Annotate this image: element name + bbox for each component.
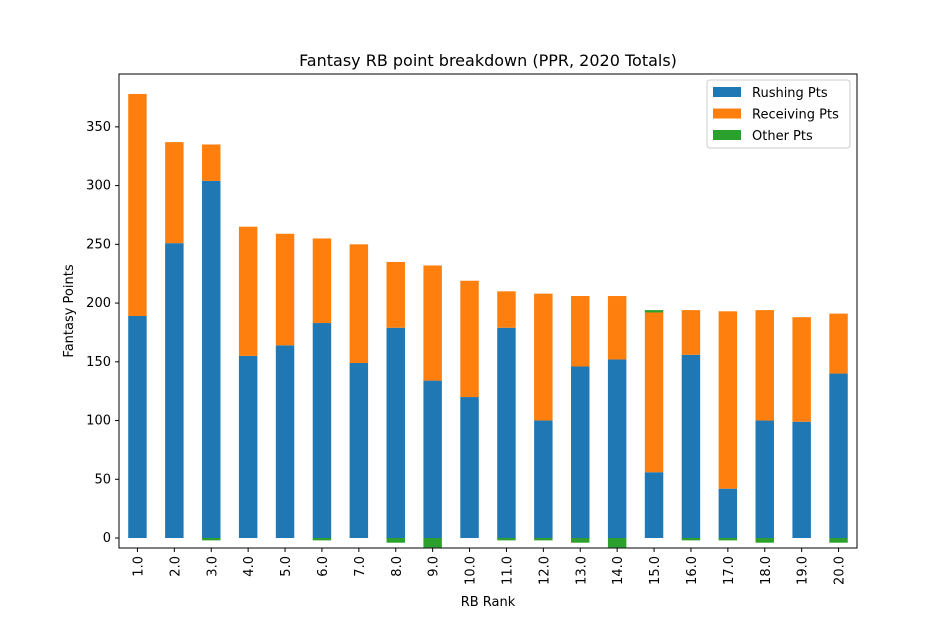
bar-rushing-pts-2.0: [165, 243, 184, 539]
bar-rushing-pts-15.0: [644, 472, 664, 539]
x-tick-label: 4.0: [242, 556, 257, 577]
y-tick-label: 100: [86, 414, 111, 429]
y-axis-label: Fantasy Points: [62, 264, 77, 357]
chart-title: Fantasy RB point breakdown (PPR, 2020 To…: [299, 51, 677, 70]
bar-receiving-pts-12.0: [534, 293, 553, 421]
bar-rushing-pts-11.0: [497, 327, 516, 539]
legend-label: Rushing Pts: [752, 86, 828, 101]
x-tick-label: 7.0: [353, 556, 368, 577]
bar-other-pts-13.0: [571, 538, 590, 543]
x-axis-label: RB Rank: [461, 595, 516, 610]
bar-other-pts-14.0: [607, 538, 627, 548]
legend-swatch: [713, 130, 741, 140]
bar-receiving-pts-2.0: [165, 142, 184, 244]
legend-box: [706, 79, 851, 149]
y-tick-label: 200: [86, 296, 111, 311]
bar-receiving-pts-9.0: [423, 265, 442, 381]
legend-label: Receiving Pts: [752, 108, 839, 123]
y-tick-label: 300: [86, 179, 111, 194]
y-tick-label: 350: [86, 120, 111, 135]
legend-swatch: [713, 108, 741, 119]
bar-receiving-pts-8.0: [386, 261, 405, 328]
x-tick-label: 9.0: [427, 556, 442, 577]
y-tick-label: 50: [94, 472, 111, 487]
bar-rushing-pts-19.0: [792, 421, 811, 539]
x-tick-label: 6.0: [316, 556, 331, 577]
bar-receiving-pts-16.0: [681, 310, 701, 355]
bar-other-pts-17.0: [718, 538, 738, 541]
x-tick-label: 12.0: [537, 556, 552, 585]
x-tick-label: 1.0: [131, 556, 146, 577]
bar-receiving-pts-6.0: [312, 238, 332, 324]
bar-rushing-pts-6.0: [312, 323, 332, 539]
bar-rushing-pts-3.0: [202, 180, 221, 539]
bar-rushing-pts-17.0: [718, 488, 738, 539]
bar-other-pts-16.0: [681, 538, 701, 541]
x-tick-label: 15.0: [648, 556, 663, 585]
x-tick-label: 13.0: [574, 556, 589, 585]
bar-receiving-pts-5.0: [275, 233, 295, 346]
bar-rushing-pts-1.0: [128, 315, 147, 539]
y-tick-label: 0: [103, 531, 111, 546]
plot-frame: [118, 73, 858, 549]
bar-other-pts-15.0: [644, 310, 664, 313]
y-tick-label: 250: [86, 237, 111, 252]
bar-rushing-pts-14.0: [607, 359, 627, 539]
bar-rushing-pts-13.0: [571, 366, 590, 539]
bar-other-pts-3.0: [202, 538, 221, 541]
x-tick-label: 17.0: [722, 556, 737, 585]
x-tick-label: 11.0: [500, 556, 515, 585]
bar-other-pts-8.0: [386, 538, 405, 543]
legend-swatch: [713, 87, 741, 97]
bar-other-pts-6.0: [312, 538, 332, 541]
bar-rushing-pts-10.0: [460, 397, 479, 539]
bar-receiving-pts-14.0: [607, 296, 627, 360]
x-tick-label: 14.0: [611, 556, 626, 585]
legend-label: Other Pts: [752, 129, 813, 144]
bar-rushing-pts-4.0: [238, 355, 258, 539]
x-tick-label: 19.0: [796, 556, 811, 585]
bar-rushing-pts-9.0: [423, 380, 442, 539]
bar-rushing-pts-12.0: [534, 420, 553, 539]
bar-rushing-pts-16.0: [681, 354, 701, 539]
bar-rushing-pts-8.0: [386, 327, 405, 539]
y-axis: 0 50 100 150 200 250 300 350: [86, 120, 119, 546]
x-tick-label: 5.0: [279, 556, 294, 577]
bar-receiving-pts-10.0: [460, 280, 479, 398]
bar-rushing-pts-7.0: [349, 362, 369, 539]
y-tick-label: 150: [86, 355, 111, 370]
bar-receiving-pts-11.0: [497, 291, 516, 328]
bar-receiving-pts-19.0: [792, 317, 811, 422]
x-axis: 1.0 2.0 3.0 4.0 5.0 6.0 7.0 8.0 9.0 10.0 11.0 12.0 1…: [131, 548, 848, 585]
bars-layer: [128, 93, 848, 548]
x-tick-label: 16.0: [685, 556, 700, 585]
bar-other-pts-18.0: [755, 538, 774, 543]
bar-receiving-pts-13.0: [571, 296, 590, 367]
bar-rushing-pts-5.0: [275, 345, 295, 539]
legend: Rushing Pts Receiving Pts Other Pts: [706, 79, 851, 149]
bar-receiving-pts-4.0: [238, 226, 258, 356]
bar-receiving-pts-3.0: [202, 144, 221, 181]
bar-rushing-pts-18.0: [755, 420, 774, 539]
x-tick-label: 10.0: [464, 556, 479, 585]
bar-receiving-pts-20.0: [829, 313, 848, 374]
x-tick-label: 20.0: [833, 556, 848, 585]
bar-rushing-pts-20.0: [829, 373, 848, 539]
bar-receiving-pts-17.0: [718, 311, 738, 489]
bar-other-pts-12.0: [534, 538, 553, 541]
x-tick-label: 18.0: [759, 556, 774, 585]
bar-receiving-pts-15.0: [644, 312, 664, 473]
bar-receiving-pts-7.0: [349, 244, 369, 363]
bar-receiving-pts-1.0: [128, 93, 147, 316]
x-tick-label: 2.0: [168, 556, 183, 577]
x-tick-label: 3.0: [205, 556, 220, 577]
x-tick-label: 8.0: [390, 556, 405, 577]
bar-receiving-pts-18.0: [755, 310, 774, 421]
bar-other-pts-11.0: [497, 538, 516, 541]
bar-other-pts-9.0: [423, 538, 442, 548]
bar-other-pts-20.0: [829, 538, 848, 543]
